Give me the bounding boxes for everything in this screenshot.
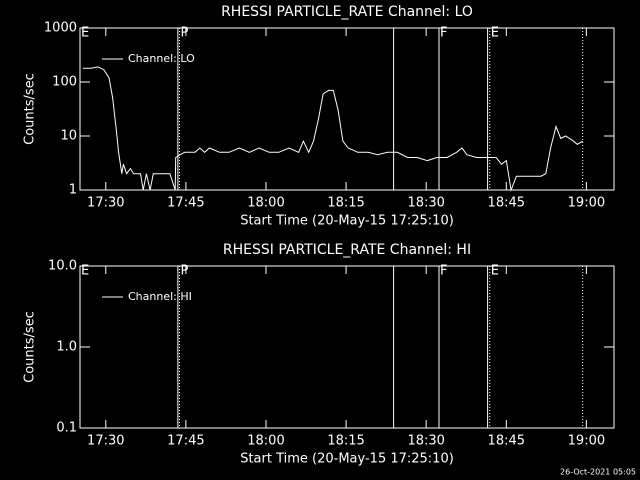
- footer: 26-Oct-2021 05:05: [560, 468, 636, 477]
- x-tick-label: 19:00: [568, 434, 605, 449]
- marker-label: P: [180, 264, 188, 279]
- x-tick-label: 17:45: [167, 196, 204, 211]
- legend-label: Channel: HI: [128, 290, 192, 303]
- x-tick-label: 17:30: [87, 196, 124, 211]
- x-tick-label: 18:30: [407, 196, 444, 211]
- x-tick-label: 17:30: [87, 434, 124, 449]
- x-tick-label: 18:30: [407, 434, 444, 449]
- x-tick-label: 18:00: [247, 196, 284, 211]
- x-tick-label: 18:15: [327, 196, 364, 211]
- x-tick-label: 19:00: [568, 196, 605, 211]
- marker-label: E: [491, 264, 499, 279]
- y-tick-label: 10: [60, 129, 77, 144]
- chart-title: RHESSI PARTICLE_RATE Channel: HI: [223, 242, 471, 258]
- x-tick-label: 18:15: [327, 434, 364, 449]
- data-line: [82, 66, 583, 192]
- marker-label: F: [440, 26, 447, 41]
- y-axis-label: Counts/sec: [23, 311, 38, 383]
- x-axis-label: Start Time (20-May-15 17:25:10): [240, 214, 454, 229]
- plot-frame: [79, 27, 615, 191]
- y-tick-label: 0.1: [56, 421, 77, 436]
- x-axis-label: Start Time (20-May-15 17:25:10): [240, 452, 454, 467]
- x-tick-label: 18:45: [488, 434, 525, 449]
- marker-label: E: [81, 26, 89, 41]
- legend-label: Channel: LO: [128, 52, 195, 65]
- chart-title: RHESSI PARTICLE_RATE Channel: LO: [221, 4, 473, 20]
- y-tick-label: 100: [52, 75, 77, 90]
- y-tick-label: 1: [69, 183, 77, 198]
- marker-label: E: [491, 26, 499, 41]
- y-tick-label: 10.0: [48, 259, 77, 274]
- marker-label: P: [180, 26, 188, 41]
- marker-label: E: [81, 264, 89, 279]
- x-tick-label: 18:45: [488, 196, 525, 211]
- x-tick-label: 17:45: [167, 434, 204, 449]
- x-tick-label: 18:00: [247, 434, 284, 449]
- y-tick-label: 1000: [44, 21, 77, 36]
- y-axis-label: Counts/sec: [23, 73, 38, 145]
- y-tick-label: 1.0: [56, 340, 77, 355]
- marker-label: F: [440, 264, 447, 279]
